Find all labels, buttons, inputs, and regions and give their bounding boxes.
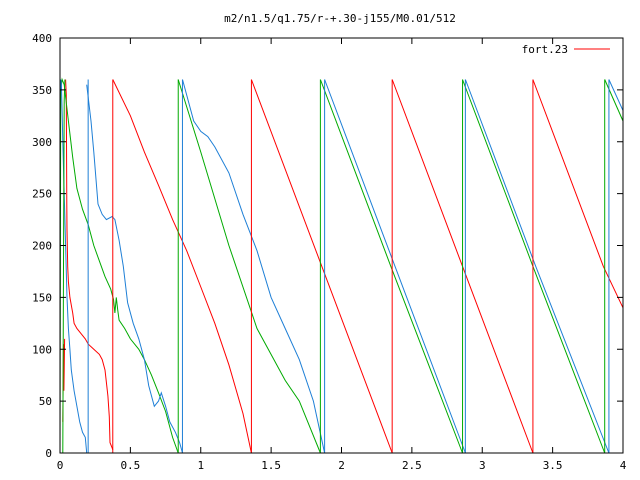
y-tick-label: 100 [32, 343, 52, 356]
legend-label: fort.23 [522, 43, 568, 56]
x-tick-label: 1.5 [261, 459, 281, 472]
series-1-line-1 [177, 79, 321, 454]
series-1-line-3 [462, 79, 606, 454]
series-0-line-5 [532, 79, 624, 309]
vertical-lines-layer [87, 79, 610, 453]
y-tick-label: 400 [32, 32, 52, 45]
series-2-line-0 [59, 79, 88, 454]
series-2-line-4 [464, 79, 610, 454]
x-tick-label: 4 [620, 459, 627, 472]
series-layer [59, 77, 624, 454]
series-1-line-0 [59, 77, 179, 454]
x-tick-label: 3.5 [543, 459, 563, 472]
x-tick-label: 2.5 [402, 459, 422, 472]
y-tick-label: 150 [32, 291, 52, 304]
series-2-line-3 [324, 79, 466, 454]
series-2-line-5 [608, 79, 624, 111]
series-0-line-3 [250, 79, 393, 454]
y-tick-label: 200 [32, 240, 52, 253]
series-1-line-2 [319, 79, 463, 454]
series-2-line-2 [182, 79, 326, 454]
y-axis: 0 50 100 150 200 250 300 350 400 [32, 32, 623, 460]
y-tick-label: 250 [32, 188, 52, 201]
y-tick-label: 350 [32, 84, 52, 97]
x-tick-label: 2 [338, 459, 345, 472]
y-tick-label: 50 [39, 395, 52, 408]
series-2-line-1 [86, 84, 183, 454]
chart-title: m2/n1.5/q1.75/r-+.30-j155/M0.01/512 [224, 12, 456, 25]
x-tick-label: 0.5 [120, 459, 140, 472]
x-axis: 0 0.5 1 1.5 2 2.5 3 3.5 4 [57, 38, 627, 472]
plot-frame [59, 37, 624, 454]
x-tick-label: 3 [479, 459, 486, 472]
x-tick-label: 0 [57, 459, 64, 472]
x-tick-label: 1 [197, 459, 204, 472]
y-tick-label: 0 [45, 447, 52, 460]
legend: fort.23 [522, 43, 610, 56]
series-0-line-1 [65, 79, 114, 451]
series-1-line-4 [604, 79, 624, 122]
series-0-line-2 [112, 79, 252, 454]
y-tick-label: 300 [32, 136, 52, 149]
